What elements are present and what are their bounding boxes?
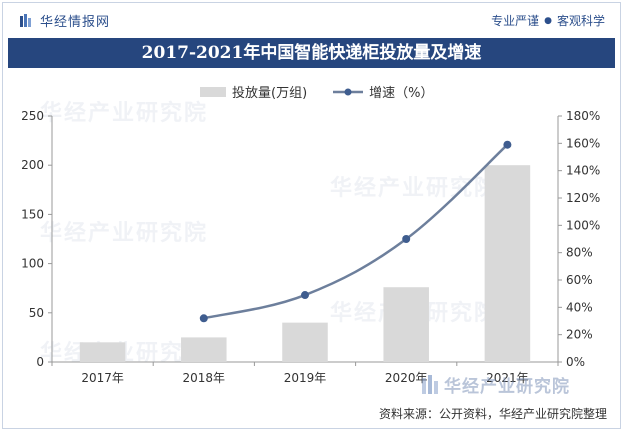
growth-point [503, 140, 512, 149]
y-right-tick-label: 100% [566, 218, 600, 232]
legend-label-volume: 投放量(万组) [232, 86, 308, 101]
legend-item-volume[interactable]: 投放量(万组) [200, 82, 307, 101]
bar-2019年 [282, 322, 328, 362]
y-left-tick-label: 200 [21, 158, 44, 172]
brand-name: 华经情报网 [40, 15, 111, 30]
brand[interactable]: 华经情报网 [20, 11, 110, 30]
x-tick-label: 2020年 [385, 371, 428, 385]
x-tick-label: 2017年 [81, 371, 124, 385]
corner-brand: 华经产业研究院 [444, 377, 570, 397]
corner-logo-icon [422, 374, 438, 395]
y-right-tick-label: 20% [566, 328, 593, 342]
y-right-tick-label: 180% [566, 109, 600, 123]
y-right-tick-label: 80% [566, 246, 593, 260]
watermark: 华经产业研究院 [40, 101, 209, 126]
bar-2018年 [181, 337, 227, 362]
watermark: 华经产业研究院 [40, 221, 209, 246]
growth-point [199, 314, 208, 323]
growth-point [402, 235, 411, 243]
legend-bar-swatch [200, 86, 226, 97]
y-left-tick-label: 150 [21, 207, 44, 221]
legend-label-growth: 增速（%） [369, 86, 434, 101]
chart-frame [2, 2, 621, 429]
bar-2020年 [383, 287, 429, 362]
y-right-tick-label: 0% [566, 355, 585, 369]
y-left-tick-label: 100 [21, 257, 44, 271]
slogan-separator: ● [544, 15, 552, 26]
y-right-tick-label: 160% [566, 136, 600, 150]
x-tick-label: 2021年 [486, 371, 529, 385]
legend-line-swatch [333, 86, 364, 98]
y-left-tick-label: 250 [21, 109, 44, 123]
x-tick-label: 2019年 [284, 371, 327, 385]
chart-legend: 投放量(万组) 增速（%） [200, 82, 460, 101]
growth-point [301, 291, 309, 300]
bar-2021年 [484, 165, 531, 362]
slogan-left: 专业严谨 [491, 14, 540, 28]
header-bar: 华经情报网 专业严谨 ● 客观科学 [0, 0, 625, 38]
bar-2017年 [79, 342, 126, 362]
growth-line [203, 143, 509, 320]
watermark: 华经产业研究院 [330, 176, 499, 201]
x-tick-label: 2018年 [183, 371, 226, 385]
legend-item-growth[interactable]: 增速（%） [333, 82, 434, 101]
source-note: 资料来源：公开资料，华经产业研究院整理 [378, 407, 607, 421]
y-left-tick-label: 0 [36, 355, 44, 369]
y-right-tick-label: 40% [566, 300, 593, 314]
chart-title: 2017-2021年中国智能快递柜投放量及增速 [8, 38, 615, 68]
y-right-tick-label: 60% [566, 273, 593, 287]
slogan: 专业严谨 ● 客观科学 [491, 12, 605, 29]
corner-logo: 华经产业研究院 [422, 372, 570, 397]
slogan-right: 客观科学 [556, 14, 605, 28]
y-left-tick-label: 50 [29, 306, 44, 320]
y-right-tick-label: 120% [566, 191, 600, 205]
y-right-tick-label: 140% [566, 164, 600, 178]
brand-logo-icon [20, 13, 34, 28]
